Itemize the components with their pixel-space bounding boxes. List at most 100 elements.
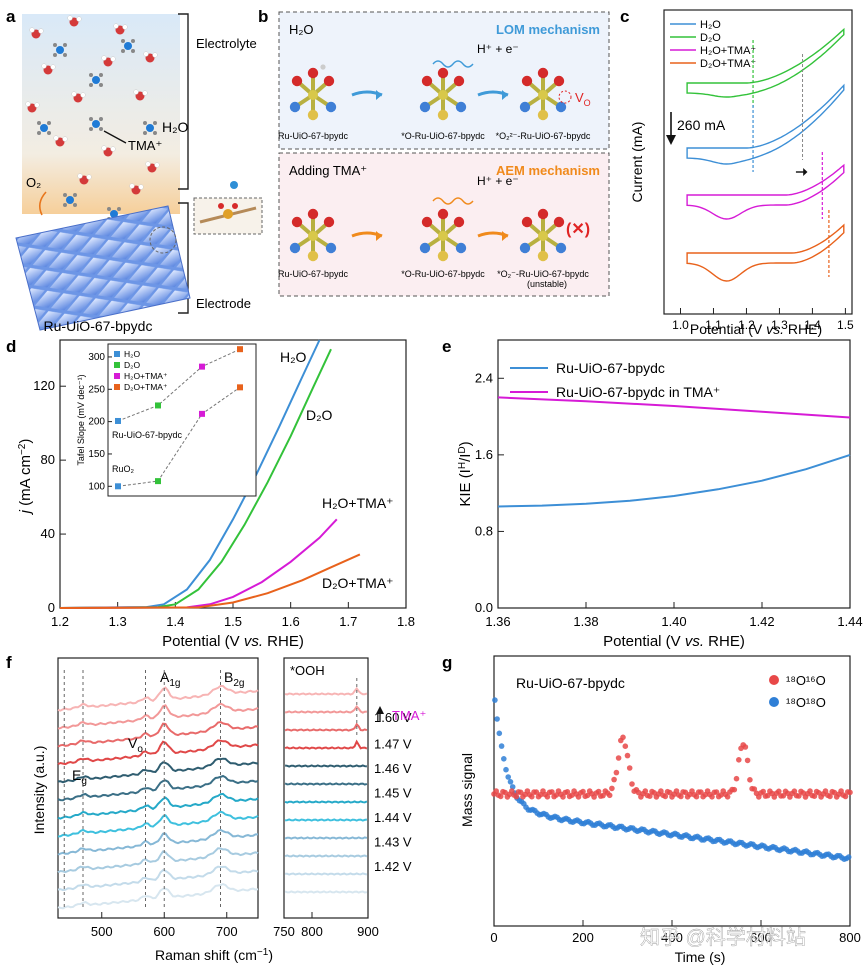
point-18o16o bbox=[569, 792, 575, 798]
x-tick-label: 500 bbox=[91, 924, 113, 939]
raman-spectrum bbox=[57, 685, 259, 712]
point-18o16o bbox=[635, 789, 642, 796]
point-18o16o bbox=[606, 792, 613, 799]
x-tick-label: 1.3 bbox=[771, 318, 788, 332]
structure-label: *O₂⁻-Ru-UiO-67-bpydc bbox=[497, 269, 589, 279]
tma-carbon bbox=[53, 53, 57, 57]
raman-spectrum bbox=[57, 792, 259, 820]
ooh-spectrum bbox=[284, 705, 367, 714]
tma-nitrogen bbox=[66, 196, 74, 204]
panel-g: g 0 200 400 600 800 ¹⁸O¹⁶O ¹⁸O¹⁸O Ru-UiO-67-b… bbox=[442, 653, 861, 965]
point-18o16o bbox=[624, 752, 631, 759]
point-18o16o bbox=[658, 788, 664, 794]
inset-trend-line bbox=[117, 348, 241, 422]
ru-ligand-atom bbox=[453, 216, 465, 228]
inset-legend-swatch bbox=[114, 373, 120, 379]
panel-b: b H₂O LOM mechanism H⁺ + e⁻ Adding TMA⁺ … bbox=[258, 7, 610, 297]
x-tick-label: 1.3 bbox=[109, 614, 127, 629]
ru-ligand-atom bbox=[323, 216, 335, 228]
tma-nitrogen bbox=[92, 76, 100, 84]
curve-label: D₂O bbox=[306, 407, 333, 423]
inset-point bbox=[115, 417, 121, 424]
point-18o18o bbox=[501, 756, 507, 762]
y-tick-label: 0.0 bbox=[475, 600, 493, 615]
tma-carbon bbox=[63, 53, 67, 57]
y-tick-label: 1.6 bbox=[475, 447, 493, 462]
ooh-spectrum bbox=[284, 836, 368, 840]
inset-ylabel: Tafel Slope (mV dec⁻¹) bbox=[76, 374, 86, 465]
peak-a1g-sub: 1g bbox=[169, 678, 180, 689]
x-tick-label: 900 bbox=[357, 924, 379, 939]
point-18o16o bbox=[647, 793, 653, 799]
cv-curve bbox=[686, 27, 845, 98]
x-tick-label: 600 bbox=[750, 930, 772, 945]
lom-title: LOM mechanism bbox=[496, 22, 600, 37]
tma-carbon bbox=[89, 73, 93, 77]
tma-carbon bbox=[89, 83, 93, 87]
water-hydrogen bbox=[152, 52, 158, 58]
point-18o16o bbox=[580, 788, 586, 795]
tma-carbon bbox=[37, 131, 41, 135]
point-18o16o bbox=[842, 793, 849, 800]
ru-ligand-atom bbox=[419, 242, 431, 254]
y-tick-label: 0.8 bbox=[475, 523, 493, 538]
point-18o16o bbox=[744, 757, 751, 764]
ru-ligand-atom bbox=[307, 250, 319, 262]
step-arrow-head bbox=[376, 231, 382, 241]
legend-marker bbox=[769, 675, 779, 685]
point-18o18o bbox=[492, 697, 498, 703]
x-tick-label: 1.7 bbox=[339, 614, 357, 629]
panel-a-caption: Ru-UiO-67-bpydc bbox=[44, 318, 153, 334]
electrolyte-region bbox=[22, 14, 180, 214]
curve-label: H₂O+TMA⁺ bbox=[322, 495, 394, 511]
panel-c-ylabel: Current (mA) bbox=[629, 122, 645, 203]
ru-ligand-atom bbox=[419, 101, 431, 113]
ru-center bbox=[308, 231, 318, 241]
unstable-label: (unstable) bbox=[527, 279, 567, 289]
panel-g-title: Ru-UiO-67-bpydc bbox=[516, 675, 625, 691]
x-tick-label: 200 bbox=[572, 930, 594, 945]
ru-ligand-atom bbox=[455, 242, 467, 254]
o2-arrow bbox=[38, 191, 47, 216]
panel-g-xlabel: Time (s) bbox=[675, 949, 726, 965]
ru-ligand-atom bbox=[437, 67, 449, 79]
zoom-circle bbox=[149, 226, 177, 254]
inset-point bbox=[237, 384, 243, 391]
x-tick-label: 1.6 bbox=[282, 614, 300, 629]
point-18o18o bbox=[845, 854, 852, 860]
x-tick-label: 1.40 bbox=[661, 614, 686, 629]
svg-text:Eg: Eg bbox=[72, 767, 87, 787]
inset-y-tick-label: 200 bbox=[88, 417, 105, 428]
water-hydrogen bbox=[154, 162, 160, 168]
aem-ion: H⁺ + e⁻ bbox=[477, 174, 519, 188]
point-18o16o bbox=[796, 793, 802, 799]
ru-ligand-atom bbox=[453, 75, 465, 87]
ru-ligand-atom bbox=[537, 250, 549, 262]
raman-spectrum bbox=[57, 739, 259, 766]
panel-d-ylabel: j (mA cm−2) bbox=[17, 439, 34, 516]
structure-label: *O-Ru-UiO-67-bpydc bbox=[401, 131, 485, 141]
o2-label: O₂ bbox=[26, 175, 41, 190]
inset-y-tick-label: 100 bbox=[88, 481, 105, 492]
polarization-curve bbox=[59, 348, 332, 609]
point-18o16o bbox=[493, 788, 500, 794]
ru-ligand-atom bbox=[521, 216, 533, 228]
panel-e-xlabel: Potential (V vs. RHE) bbox=[603, 633, 745, 650]
point-18o16o bbox=[620, 734, 626, 741]
ooh-spectrum bbox=[285, 872, 368, 876]
peak-eg-sub: g bbox=[81, 776, 87, 787]
inset-y-tick-label: 300 bbox=[88, 352, 105, 363]
point-18o16o bbox=[731, 786, 738, 793]
potential-label: 1.45 V bbox=[374, 786, 412, 801]
potential-label: 1.47 V bbox=[374, 737, 412, 752]
tma-carbon bbox=[131, 49, 135, 53]
y-tick-label: 40 bbox=[41, 526, 55, 541]
x-tick-label: 400 bbox=[661, 930, 683, 945]
ru-ligand-atom bbox=[421, 75, 433, 87]
ru-ligand-atom bbox=[521, 75, 533, 87]
point-18o18o bbox=[503, 766, 509, 773]
point-18o16o bbox=[626, 765, 633, 771]
point-18o16o bbox=[611, 776, 617, 783]
